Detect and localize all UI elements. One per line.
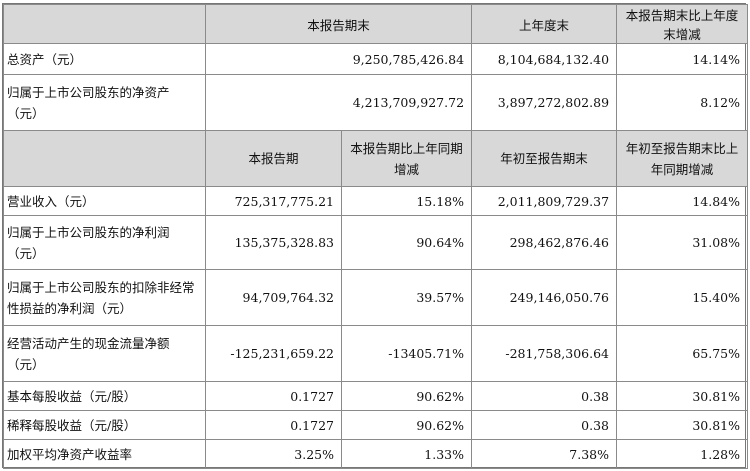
cell-value: 2,011,809,729.37 [471,186,618,216]
cell-value: 15.18% [340,186,473,216]
cell-value: 4,213,709,927.72 [204,74,473,131]
cell-value: 0.38 [471,410,618,440]
table-row: 归属于上市公司股东的扣除非经常性损益的净利润（元） 94,709,764.32 … [3,269,749,326]
section-b-header-row: 本报告期 本报告期比上年同期增减 年初至报告期末 年初至报告期末比上年同期增减 [3,130,749,187]
table-row: 总资产（元） 9,250,785,426.84 8,104,684,132.40… [3,43,749,75]
table-row: 基本每股收益（元/股） 0.1727 90.62% 0.38 30.81% [3,381,749,411]
header-current-period: 本报告期 [205,130,342,187]
cell-value: 90.62% [340,410,473,440]
cell-value: 90.64% [340,215,473,270]
cell-value: 8.12% [616,74,749,131]
header-prior-year-end: 上年度末 [471,4,618,44]
cell-value: 7.38% [471,439,618,469]
header-blank-cell [3,130,206,187]
row-label-operating-cash-flow: 经营活动产生的现金流量净额（元） [3,325,206,382]
cell-value: 249,146,050.76 [471,269,618,326]
cell-value: 15.40% [616,269,749,326]
table-row: 归属于上市公司股东的净利润（元） 135,375,328.83 90.64% 2… [3,215,749,270]
table-row: 归属于上市公司股东的净资产（元） 4,213,709,927.72 3,897,… [3,74,749,131]
cell-value: 39.57% [340,269,473,326]
row-label-diluted-eps: 稀释每股收益（元/股） [3,410,206,440]
row-label-total-assets: 总资产（元） [3,43,206,75]
cell-value: 0.38 [471,381,618,411]
cell-value: 30.81% [616,410,749,440]
section-a-header-row: 本报告期末 上年度末 本报告期末比上年度末增减 [3,4,749,44]
cell-value: 8,104,684,132.40 [471,43,618,75]
cell-value: -125,231,659.22 [205,325,342,382]
cell-value: 30.81% [616,381,749,411]
row-label-net-assets: 归属于上市公司股东的净资产（元） [3,74,206,131]
cell-value: 14.14% [616,43,749,75]
row-label-net-profit: 归属于上市公司股东的净利润（元） [3,215,206,270]
financial-table: 本报告期末 上年度末 本报告期末比上年度末增减 总资产（元） 9,250,785… [2,3,749,469]
table-row: 营业收入（元） 725,317,775.21 15.18% 2,011,809,… [3,186,749,216]
cell-value: 90.62% [340,381,473,411]
row-label-revenue: 营业收入（元） [3,186,206,216]
table-row: 经营活动产生的现金流量净额（元） -125,231,659.22 -13405.… [3,325,749,382]
table-row: 稀释每股收益（元/股） 0.1727 90.62% 0.38 30.81% [3,410,749,440]
header-ytd-change: 年初至报告期末比上年同期增减 [616,130,749,187]
cell-value: 135,375,328.83 [205,215,342,270]
table-row: 加权平均净资产收益率 3.25% 1.33% 7.38% 1.28% [3,439,749,469]
row-label-adjusted-net-profit: 归属于上市公司股东的扣除非经常性损益的净利润（元） [3,269,206,326]
cell-value: 1.33% [340,439,473,469]
cell-value: 0.1727 [205,410,342,440]
cell-value: 3.25% [205,439,342,469]
header-change-vs-prior-period: 本报告期比上年同期增减 [340,130,473,187]
header-blank-cell [3,4,206,44]
header-ytd: 年初至报告期末 [471,130,618,187]
header-period-end: 本报告期末 [204,4,473,44]
cell-value: -281,758,306.64 [471,325,618,382]
cell-value: 3,897,272,802.89 [471,74,618,131]
cell-value: 31.08% [616,215,749,270]
cell-value: 725,317,775.21 [205,186,342,216]
cell-value: -13405.71% [340,325,473,382]
cell-value: 65.75% [616,325,749,382]
cell-value: 94,709,764.32 [205,269,342,326]
header-change-vs-year-end: 本报告期末比上年度末增减 [616,4,749,44]
cell-value: 9,250,785,426.84 [204,43,473,75]
row-label-weighted-roe: 加权平均净资产收益率 [3,439,206,469]
cell-value: 14.84% [616,186,749,216]
cell-value: 298,462,876.46 [471,215,618,270]
cell-value: 1.28% [616,439,749,469]
cell-value: 0.1727 [205,381,342,411]
row-label-basic-eps: 基本每股收益（元/股） [3,381,206,411]
